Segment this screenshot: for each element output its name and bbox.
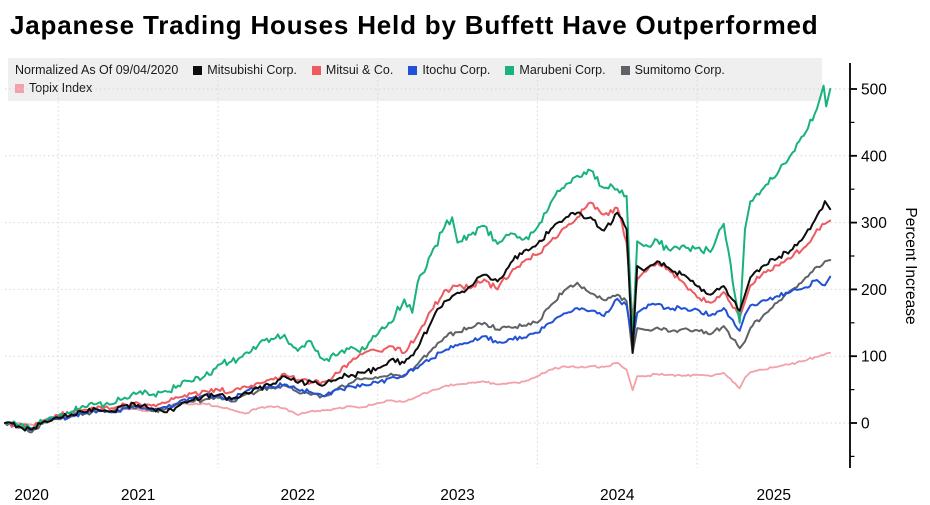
legend-item-topix-index: Topix Index xyxy=(15,80,92,97)
y-tick-label: 200 xyxy=(861,282,887,299)
y-tick-label: 300 xyxy=(861,215,887,232)
legend-label-mitsui-co: Mitsui & Co. xyxy=(325,63,394,77)
series-line-topix-index xyxy=(4,352,832,426)
legend-swatch-sumitomo-corp xyxy=(620,66,630,75)
legend-label-sumitomo-corp: Sumitomo Corp. xyxy=(634,63,725,77)
series-line-itochu-corp xyxy=(4,275,832,431)
y-tick-label: 0 xyxy=(861,416,870,433)
legend: Normalized As Of 09/04/2020 Mitsubishi Co… xyxy=(8,58,822,101)
series-line-mitsui-co xyxy=(4,201,832,430)
legend-label-marubeni-corp: Marubeni Corp. xyxy=(519,63,606,77)
legend-swatch-topix-index xyxy=(15,84,24,93)
legend-label-mitsubishi-corp: Mitsubishi Corp. xyxy=(207,63,297,77)
series-line-marubeni-corp xyxy=(4,84,832,430)
legend-label-topix-index: Topix Index xyxy=(29,81,93,95)
legend-swatch-mitsui-co xyxy=(311,66,321,75)
legend-item-mitsui-co: Mitsui & Co. xyxy=(311,62,394,79)
chart-title: Japanese Trading Houses Held by Buffett … xyxy=(10,10,819,40)
y-tick-label: 100 xyxy=(861,349,887,366)
y-tick-label: 400 xyxy=(861,148,887,165)
legend-item-itochu-corp: Itochu Corp. xyxy=(408,62,490,79)
x-tick-label: 2022 xyxy=(281,487,315,504)
y-tick-label: 500 xyxy=(861,82,887,99)
legend-note-label: Normalized As Of 09/04/2020 xyxy=(15,63,179,77)
x-tick-label: 2023 xyxy=(440,487,474,504)
series-line-mitsubishi-corp xyxy=(4,200,832,432)
legend-swatch-mitsubishi-corp xyxy=(193,66,203,75)
legend-label-itochu-corp: Itochu Corp. xyxy=(422,63,491,77)
x-tick-label: 2024 xyxy=(600,487,635,504)
legend-swatch-marubeni-corp xyxy=(505,66,515,75)
legend-note: Normalized As Of 09/04/2020 xyxy=(15,62,178,79)
x-tick-label: 2021 xyxy=(121,487,155,504)
x-tick-label: 2020 xyxy=(14,487,49,504)
legend-item-sumitomo-corp: Sumitomo Corp. xyxy=(620,62,725,79)
legend-item-mitsubishi-corp: Mitsubishi Corp. xyxy=(193,62,297,79)
x-tick-label: 2025 xyxy=(756,487,790,504)
y-axis-title: Percent Increase xyxy=(902,207,919,324)
legend-swatch-itochu-corp xyxy=(408,66,418,75)
legend-item-marubeni-corp: Marubeni Corp. xyxy=(505,62,606,79)
